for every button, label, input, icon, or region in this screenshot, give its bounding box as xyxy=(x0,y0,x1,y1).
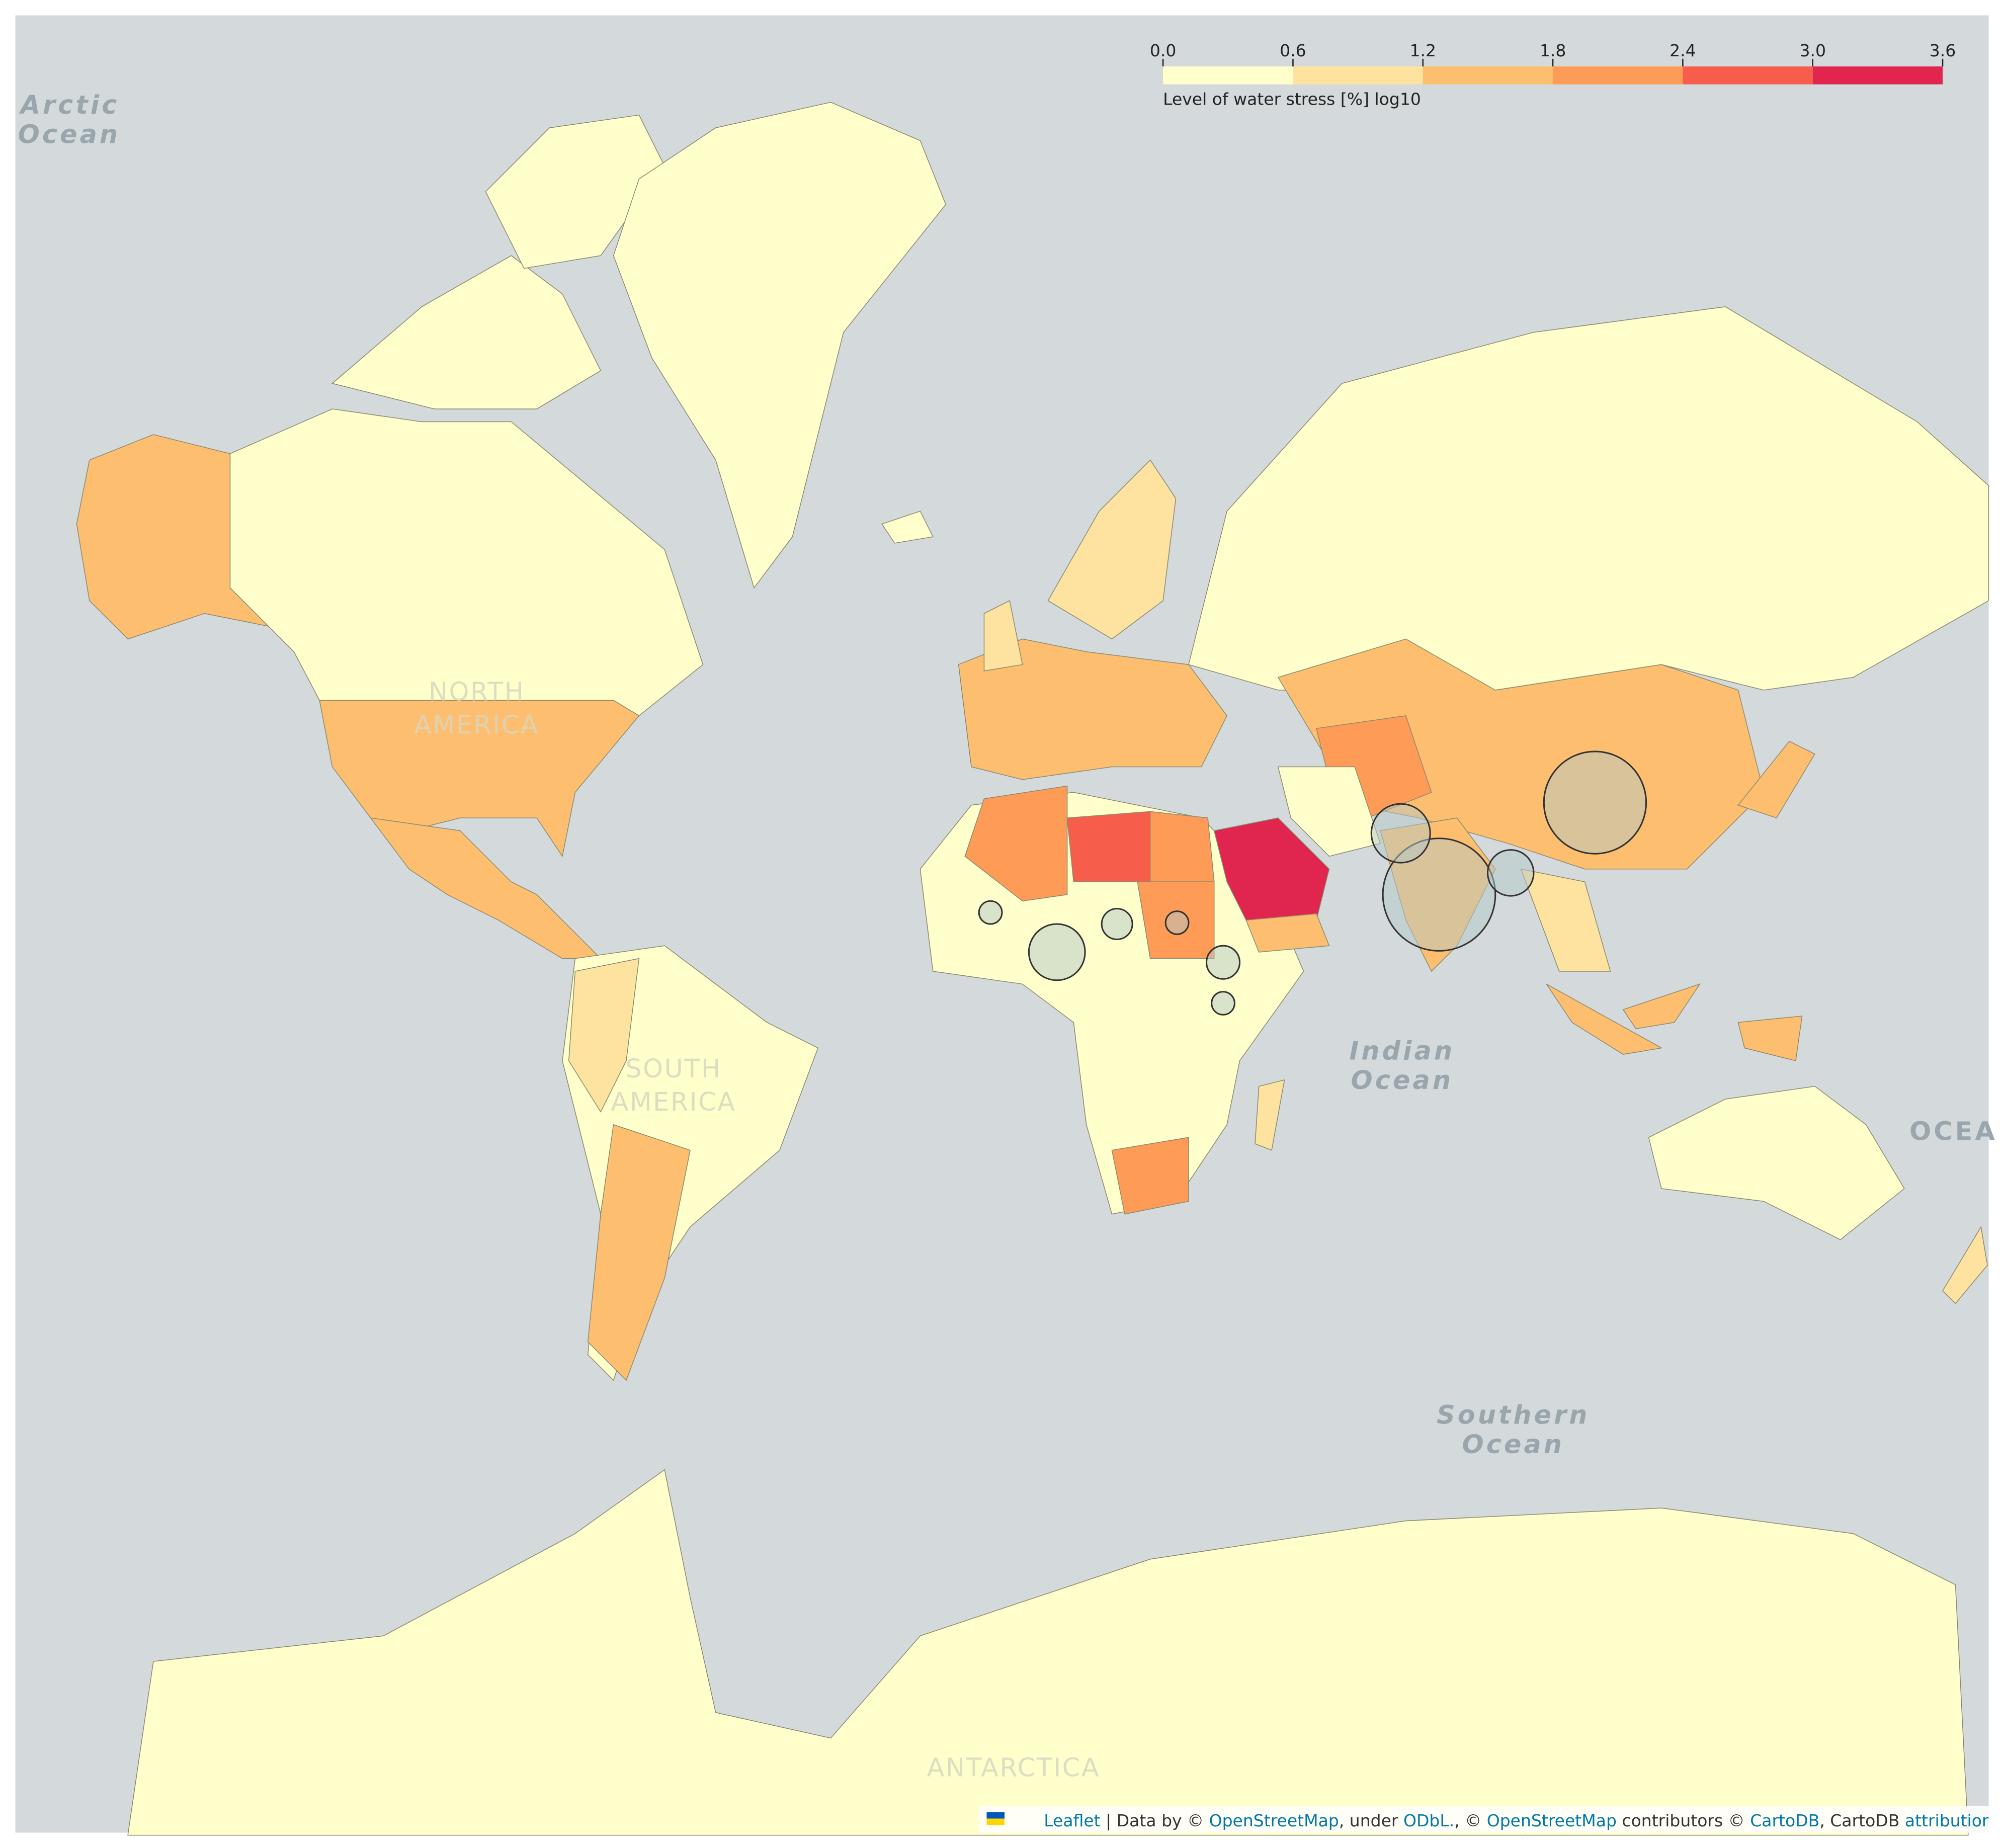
ocean-label: OCEA xyxy=(1909,1116,1997,1146)
legend-tick-label: 1.8 xyxy=(1540,41,1566,60)
attribution-link[interactable]: Leaflet xyxy=(1044,1811,1100,1830)
attribution-text: , © xyxy=(1454,1811,1487,1830)
attribution-text: , CartoDB xyxy=(1819,1811,1905,1830)
legend-tick-label: 2.4 xyxy=(1669,41,1696,60)
ocean-label: Indian Ocean xyxy=(1349,1036,1455,1095)
legend-caption: Level of water stress [%] log10 xyxy=(1163,89,1421,109)
bubbles xyxy=(978,750,1647,1016)
ocean-label: Southern Ocean xyxy=(1437,1400,1590,1459)
legend-bin xyxy=(1293,66,1423,85)
flag xyxy=(986,1812,1005,1819)
legend-bin xyxy=(1163,66,1293,85)
attribution: Leaflet | Data by © OpenStreetMap, under… xyxy=(1044,1811,1989,1830)
legend-tick-label: 1.2 xyxy=(1410,41,1437,60)
legend-tick-label: 3.0 xyxy=(1799,41,1826,60)
attribution-text: , under xyxy=(1339,1811,1403,1830)
attribution-link[interactable]: OpenStreetMap xyxy=(1209,1811,1339,1830)
legend-bin xyxy=(1553,66,1683,85)
legend-bin xyxy=(1423,66,1553,85)
attribution-link[interactable]: ODbL. xyxy=(1403,1811,1454,1830)
legend-tick-label: 0.6 xyxy=(1280,41,1306,60)
legend-bin xyxy=(1812,66,1943,85)
legend-bin xyxy=(1683,66,1813,85)
labels: Arctic Ocean Indian Ocean Southern Ocean OC… xyxy=(18,90,1997,1783)
continent-label: NORTH AMERICA xyxy=(414,677,539,739)
land xyxy=(76,102,1989,1836)
legend-tick-label: 3.6 xyxy=(1930,41,1956,60)
attribution-text: | Data by © xyxy=(1101,1811,1209,1830)
attribution-link[interactable]: OpenStreetMap xyxy=(1487,1811,1617,1830)
attribution-link[interactable]: CartoDB xyxy=(1750,1811,1819,1830)
attribution-link[interactable]: attributior xyxy=(1905,1811,1989,1830)
continent-label: SOUTH AMERICA xyxy=(611,1054,736,1117)
legend: Level of water stress [%] log10 0.0 0.6 1.… xyxy=(1150,41,1956,109)
legend-tick-label: 0.0 xyxy=(1150,41,1177,60)
flag xyxy=(986,1818,1005,1825)
attribution-text: contributors © xyxy=(1617,1811,1750,1830)
attribution-box xyxy=(979,1806,1989,1833)
ocean-label: Arctic Ocean xyxy=(18,90,121,149)
continent-label: ANTARCTICA xyxy=(927,1753,1100,1783)
